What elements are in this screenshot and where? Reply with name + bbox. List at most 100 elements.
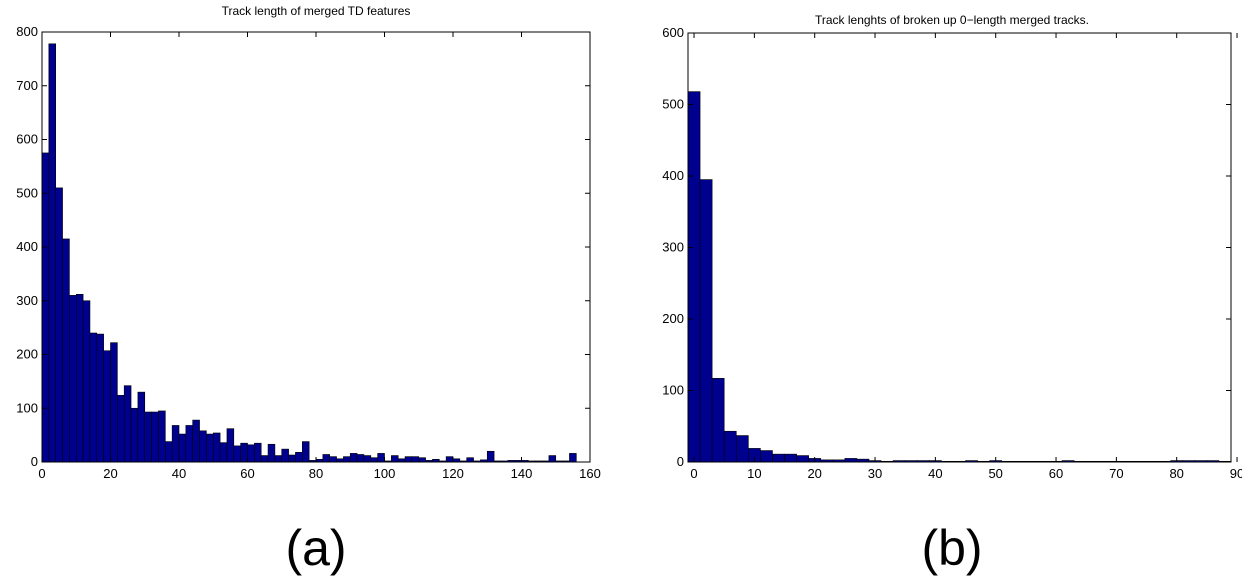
chart-a-bar <box>192 419 200 463</box>
chart-a: Track length of merged TD features 0 20 40… <box>16 4 601 576</box>
chart-a-bar <box>322 454 331 463</box>
chart-b-x-tick-label: 70 <box>1109 466 1123 481</box>
chart-a-y-tick-label: 100 <box>16 400 38 415</box>
chart-a-bar <box>411 456 420 463</box>
chart-a-bar <box>48 43 56 463</box>
chart-a-y-tick-label: 800 <box>16 24 38 39</box>
chart-a-bar <box>226 428 235 463</box>
chart-a-x-tick-label: 140 <box>511 466 533 481</box>
chart-a-bar <box>158 410 166 463</box>
chart-a-bars <box>41 43 577 463</box>
chart-b-bar <box>735 435 749 463</box>
chart-a-bar <box>356 454 365 463</box>
chart-b-bar <box>784 453 797 463</box>
chart-b: Track lenghts of broken up 0−length merg… <box>662 13 1242 576</box>
chart-a-bar <box>130 407 139 463</box>
chart-a-bar <box>343 456 351 463</box>
chart-b-title: Track lenghts of broken up 0−length merg… <box>815 13 1089 27</box>
chart-b-y-tick-label: 400 <box>662 168 684 183</box>
chart-a-bar <box>144 411 152 463</box>
chart-a-axes: 0 20 40 60 80 100 120 140 160 0 100 200 300 400 500 600… <box>16 24 601 481</box>
chart-b-x-tick-label: 20 <box>807 466 821 481</box>
chart-a-x-tick-label: 20 <box>103 466 117 481</box>
chart-a-x-tick-label: 160 <box>579 466 601 481</box>
chart-a-y-tick-label: 700 <box>16 78 38 93</box>
chart-a-y-tick-label: 400 <box>16 239 38 254</box>
chart-a-bar <box>233 445 241 463</box>
chart-b-x-tick-label: 50 <box>988 466 1002 481</box>
chart-b-bar <box>687 91 701 463</box>
chart-a-bar <box>123 385 132 463</box>
chart-a-bar <box>281 448 289 463</box>
chart-a-bar <box>165 441 173 463</box>
chart-a-bar <box>349 453 358 463</box>
chart-a-bar <box>486 450 495 463</box>
chart-a-bar <box>363 455 372 463</box>
chart-a-bar <box>267 443 276 463</box>
chart-b-y-tick-label: 300 <box>662 240 684 255</box>
chart-a-bar <box>103 350 111 463</box>
chart-a-bar <box>274 455 283 463</box>
chart-a-bar <box>69 295 77 463</box>
chart-a-bar <box>199 430 207 463</box>
chart-a-bar <box>62 238 70 463</box>
chart-b-bar <box>772 453 785 463</box>
chart-a-bar <box>117 395 125 463</box>
chart-a-bar <box>212 432 221 463</box>
chart-a-bar <box>295 452 303 463</box>
chart-a-bar <box>391 455 399 463</box>
chart-a-bar <box>206 433 214 463</box>
chart-b-bar <box>760 450 773 463</box>
chart-a-bar <box>569 453 577 463</box>
chart-b-x-tick-label: 60 <box>1049 466 1063 481</box>
chart-a-y-tick-label: 600 <box>16 132 38 147</box>
chart-b-bar <box>711 378 725 463</box>
chart-a-bar <box>89 332 98 463</box>
chart-b-plot-frame <box>687 32 1232 463</box>
chart-a-bar <box>178 433 187 463</box>
chart-b-y-tick-label: 200 <box>662 311 684 326</box>
chart-a-bar <box>137 391 146 463</box>
chart-b-x-tick-label: 0 <box>690 466 697 481</box>
chart-a-bar <box>240 442 248 463</box>
chart-a-bar <box>41 152 50 463</box>
chart-a-y-tick-label: 300 <box>16 293 38 308</box>
chart-a-bar <box>55 187 63 463</box>
chart-a-bar <box>301 441 310 463</box>
chart-a-bar <box>404 456 413 463</box>
chart-a-bar <box>96 333 104 463</box>
chart-b-x-tick-label: 30 <box>868 466 882 481</box>
chart-a-x-tick-label: 80 <box>309 466 323 481</box>
chart-a-bar <box>370 457 378 463</box>
chart-a-bar <box>466 457 474 463</box>
chart-b-x-tick-label: 40 <box>928 466 942 481</box>
chart-b-y-tick-label: 0 <box>677 454 684 469</box>
chart-a-bar <box>151 411 159 463</box>
chart-b-panel-label: (b) <box>921 520 982 576</box>
chart-b-bar <box>796 455 809 463</box>
chart-a-bar <box>171 425 180 463</box>
chart-a-y-tick-label: 500 <box>16 185 38 200</box>
chart-a-panel-label: (a) <box>285 520 346 576</box>
chart-a-bar <box>110 342 118 463</box>
chart-a-bar <box>445 456 454 463</box>
chart-b-y-tick-label: 100 <box>662 383 684 398</box>
chart-b-bar <box>723 430 737 463</box>
chart-a-y-tick-label: 0 <box>31 454 38 469</box>
chart-b-bar <box>844 458 858 463</box>
chart-a-bar <box>418 457 426 463</box>
chart-a-x-tick-label: 120 <box>442 466 464 481</box>
chart-b-bar <box>699 179 713 463</box>
chart-a-bar <box>548 455 557 463</box>
chart-a-bar <box>82 300 91 463</box>
chart-b-x-tick-label: 10 <box>747 466 761 481</box>
chart-a-bar <box>260 455 269 463</box>
chart-a-bar <box>329 456 337 463</box>
chart-a-bar <box>288 454 296 463</box>
chart-a-x-tick-label: 0 <box>38 466 45 481</box>
chart-b-y-tick-label: 600 <box>662 25 684 40</box>
chart-a-title: Track length of merged TD features <box>222 4 411 18</box>
chart-b-x-tick-label: 80 <box>1169 466 1183 481</box>
chart-a-x-tick-label: 40 <box>172 466 186 481</box>
